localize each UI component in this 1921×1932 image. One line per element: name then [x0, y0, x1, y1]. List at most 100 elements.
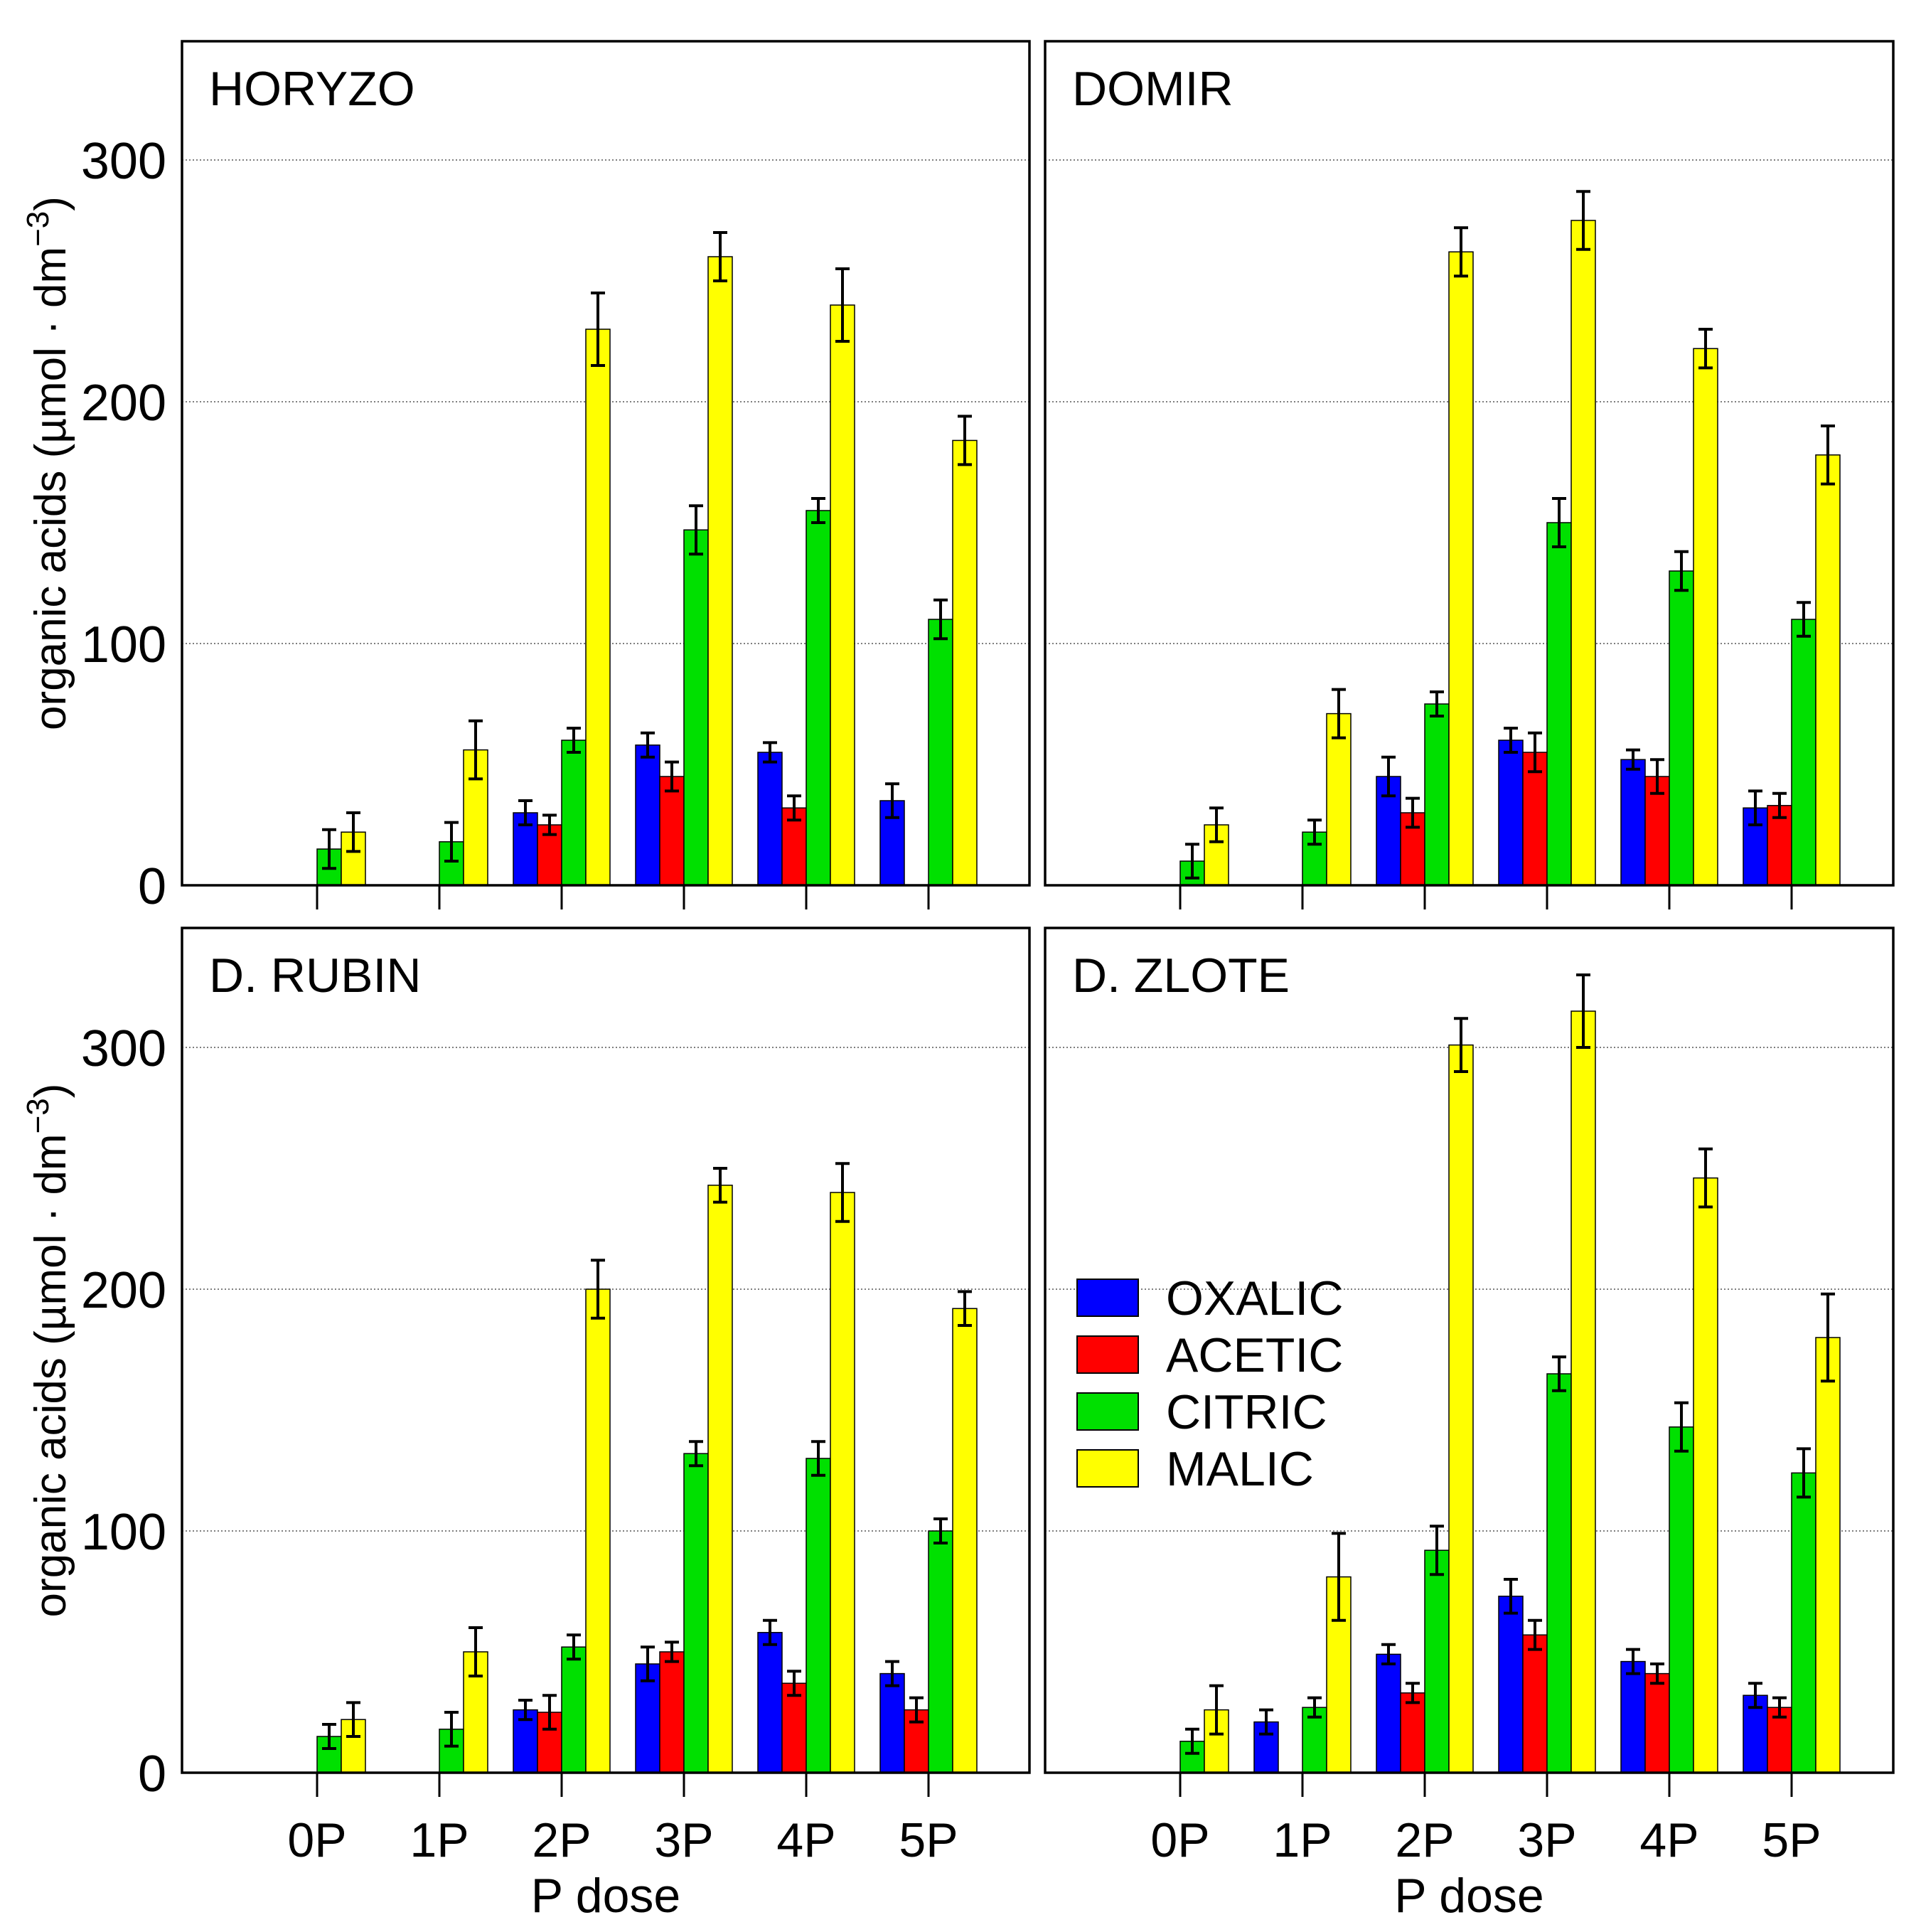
error-bar — [689, 504, 703, 556]
chart-panel-d-zlote: D. ZLOTE 0P 1P 2P 3P 4P 5P P dose — [1044, 927, 1895, 1923]
legend-swatch-oxalic — [1076, 1279, 1139, 1317]
error-bar — [591, 1259, 605, 1320]
error-bar — [763, 741, 777, 764]
bar-citric — [806, 510, 831, 886]
error-bar — [641, 731, 655, 759]
x-tick-label: 3P — [654, 1813, 713, 1867]
bar-malic — [585, 329, 611, 886]
error-bar — [1674, 1401, 1689, 1453]
error-bar — [444, 821, 459, 863]
error-bar — [1552, 497, 1566, 548]
x-tick-label: 5P — [1762, 1813, 1821, 1867]
bar-oxalic — [757, 752, 783, 886]
bar-oxalic — [757, 1632, 783, 1773]
error-bar — [1576, 973, 1590, 1049]
error-bar — [469, 1626, 483, 1677]
bar-citric — [1669, 570, 1694, 886]
error-bar — [1504, 1578, 1518, 1615]
error-bar — [1748, 1682, 1762, 1709]
error-bar — [811, 1440, 825, 1477]
bar-malic — [707, 1185, 733, 1773]
bar-malic — [1815, 454, 1841, 886]
legend-label: MALIC — [1166, 1442, 1314, 1496]
error-bar — [835, 1162, 850, 1223]
error-bar — [322, 1723, 336, 1750]
error-bar — [885, 1660, 899, 1687]
error-bar — [1209, 1684, 1224, 1736]
bar-malic — [1570, 1010, 1596, 1773]
error-bar — [1576, 190, 1590, 251]
bar-malic — [585, 1288, 611, 1773]
error-bar — [763, 1618, 777, 1646]
bar-oxalic — [1498, 740, 1524, 886]
bar-acetic — [1522, 1634, 1548, 1773]
x-tick-label: 4P — [1639, 1813, 1698, 1867]
bar-malic — [1326, 713, 1352, 886]
error-bar — [933, 598, 948, 641]
bar-malic — [830, 1192, 855, 1773]
panel-title: HORYZO — [209, 62, 415, 116]
error-bar — [1797, 601, 1811, 638]
x-tick-label: 2P — [1395, 1813, 1454, 1867]
panel-title: D. RUBIN — [209, 949, 421, 1003]
error-bar — [665, 1640, 679, 1663]
error-bar — [1406, 1682, 1420, 1704]
x-tick-label: 0P — [1150, 1813, 1209, 1867]
bar-oxalic — [1620, 759, 1646, 886]
bar-citric — [1546, 522, 1572, 886]
error-bar — [787, 1670, 801, 1697]
error-bar — [1332, 688, 1346, 740]
bar-citric — [928, 619, 953, 886]
error-bar — [1821, 1292, 1835, 1383]
error-bar — [1307, 1696, 1322, 1719]
error-bar — [567, 727, 581, 754]
error-bar — [885, 782, 899, 819]
error-bar — [713, 1167, 727, 1204]
error-bar — [958, 415, 972, 466]
bar-malic — [1570, 220, 1596, 886]
error-bar — [958, 1290, 972, 1327]
x-tick-label: 5P — [899, 1813, 958, 1867]
error-bar — [518, 799, 533, 826]
error-bar — [1626, 748, 1640, 771]
error-bar — [1185, 1727, 1199, 1755]
x-tick-label: 2P — [532, 1813, 591, 1867]
panel-title: D. ZLOTE — [1072, 949, 1290, 1003]
legend-swatch-citric — [1076, 1392, 1139, 1431]
x-tick-label: 0P — [287, 1813, 346, 1867]
error-bar — [444, 1711, 459, 1748]
bar-oxalic — [1620, 1660, 1646, 1773]
bar-citric — [1424, 703, 1450, 886]
error-bar — [811, 497, 825, 524]
legend-swatch-acetic — [1076, 1335, 1139, 1374]
bar-acetic — [781, 1682, 807, 1773]
error-bar — [787, 794, 801, 822]
x-axis-label: P dose — [531, 1869, 680, 1923]
error-bar — [346, 1701, 360, 1738]
y-axis-label: organic acids (µmol · dm−3) — [21, 196, 75, 730]
bar-acetic — [659, 1651, 685, 1773]
panel-frame — [181, 927, 1031, 1774]
y-tick-label: 300 — [81, 133, 166, 190]
bar-citric — [1546, 1373, 1572, 1773]
error-bar — [1698, 328, 1713, 370]
error-bar — [1504, 727, 1518, 754]
error-bar — [1772, 791, 1787, 819]
error-bar — [1772, 1696, 1787, 1719]
error-bar — [542, 1694, 557, 1731]
x-axis-label: P dose — [1394, 1869, 1543, 1923]
panel-frame — [1044, 40, 1895, 887]
legend-label: ACETIC — [1166, 1328, 1343, 1382]
bar-malic — [1693, 348, 1718, 886]
error-bar — [1748, 789, 1762, 826]
error-bar — [1381, 755, 1396, 798]
error-bar — [909, 1696, 924, 1724]
x-tick-label: 4P — [776, 1813, 835, 1867]
error-bar — [933, 1517, 948, 1544]
error-bar — [1454, 1017, 1468, 1073]
bar-acetic — [1400, 1692, 1425, 1773]
bar-citric — [561, 1646, 587, 1773]
